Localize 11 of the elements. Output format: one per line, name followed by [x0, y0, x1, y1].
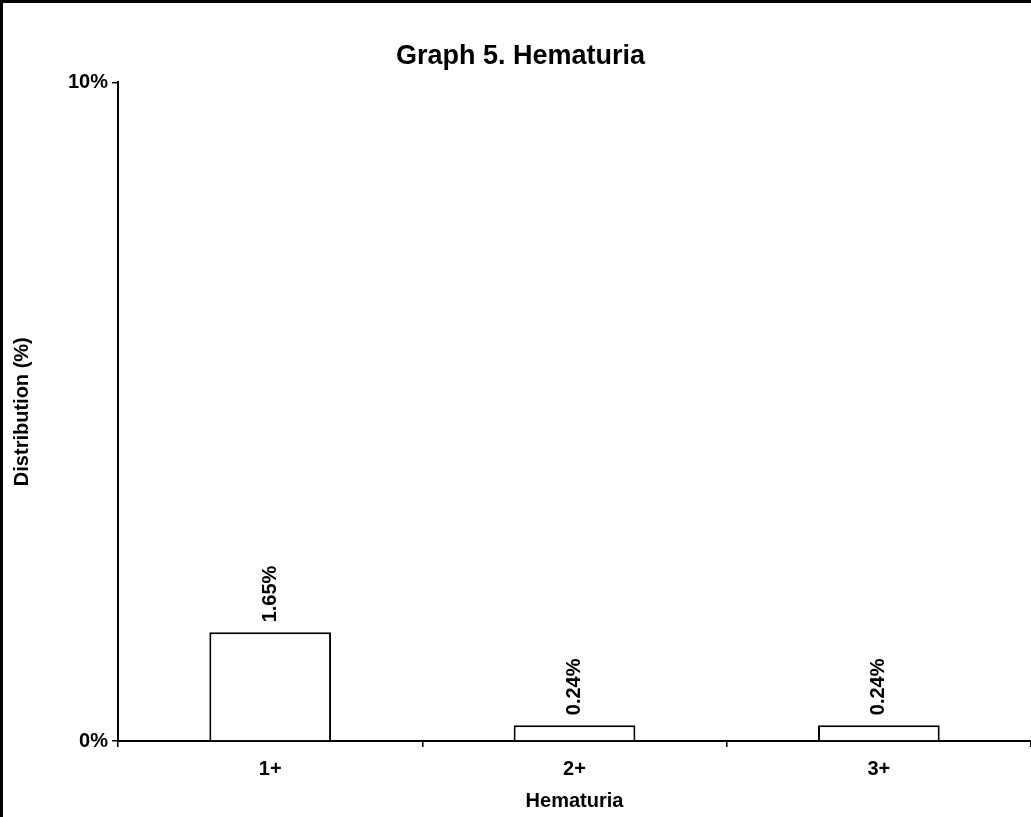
x-tick-label: 3+: [867, 756, 891, 779]
y-tick-label: 0%: [79, 728, 109, 751]
data-label: 1.65%: [257, 565, 280, 623]
y-axis-title: Distribution (%): [9, 337, 32, 487]
y-tick-label: 10%: [68, 69, 109, 92]
x-tick-label: 2+: [563, 756, 586, 779]
data-label: 0.24%: [866, 658, 889, 716]
data-label: 0.24%: [562, 658, 585, 716]
x-tick-label: 1+: [258, 756, 282, 779]
x-axis-title: Hematuria: [525, 788, 625, 811]
chart-title: Graph 5. Hematuria: [395, 39, 647, 70]
